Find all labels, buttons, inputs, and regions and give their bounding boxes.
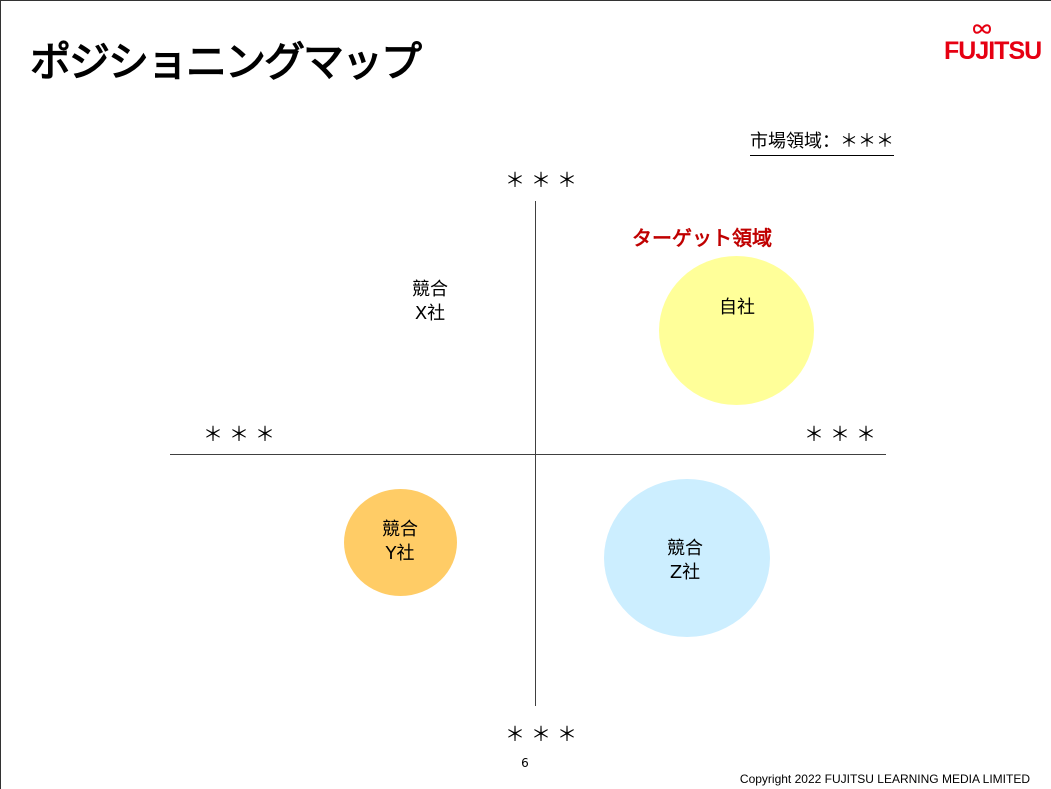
self-company-circle xyxy=(659,256,814,405)
competitor-z-name: Z社 xyxy=(669,562,701,583)
axis-label-left: ＊＊＊ xyxy=(203,422,281,446)
axis-label-right: ＊＊＊ xyxy=(804,422,882,446)
target-area-label: ターゲット領域 xyxy=(632,226,772,250)
competitor-x-label: 競合 X社 xyxy=(380,278,480,326)
logo-text: FUJITSU xyxy=(944,37,1042,65)
competitor-z-circle xyxy=(604,479,770,637)
competitor-y-name: Y社 xyxy=(385,543,415,564)
page-number: 6 xyxy=(521,756,529,770)
self-company-label: 自社 xyxy=(687,296,787,320)
fujitsu-logo: FUJITSU xyxy=(944,22,1042,66)
axis-label-bottom: ＊＊＊ xyxy=(505,722,583,746)
self-company-name: 自社 xyxy=(719,297,755,318)
competitor-x-name: X社 xyxy=(414,303,446,324)
competitor-y-circle xyxy=(344,489,457,596)
copyright-text: Copyright 2022 FUJITSU LEARNING MEDIA LI… xyxy=(739,772,1030,786)
slide-title: ポジショニングマップ xyxy=(30,38,422,86)
competitor-y-label: 競合 Y社 xyxy=(350,518,450,566)
vertical-axis xyxy=(535,201,536,706)
competitor-z-label: 競合 Z社 xyxy=(635,537,735,585)
slide-frame-top xyxy=(0,0,1051,1)
horizontal-axis xyxy=(170,454,886,455)
competitor-y-type: 競合 xyxy=(382,519,418,540)
market-area-label: 市場領域：＊＊＊ xyxy=(750,130,894,156)
axis-label-top: ＊＊＊ xyxy=(505,168,583,192)
competitor-x-type: 競合 xyxy=(412,279,448,300)
infinity-mark-icon xyxy=(972,24,992,34)
competitor-z-type: 競合 xyxy=(667,538,703,559)
slide-frame-left xyxy=(0,0,1,789)
